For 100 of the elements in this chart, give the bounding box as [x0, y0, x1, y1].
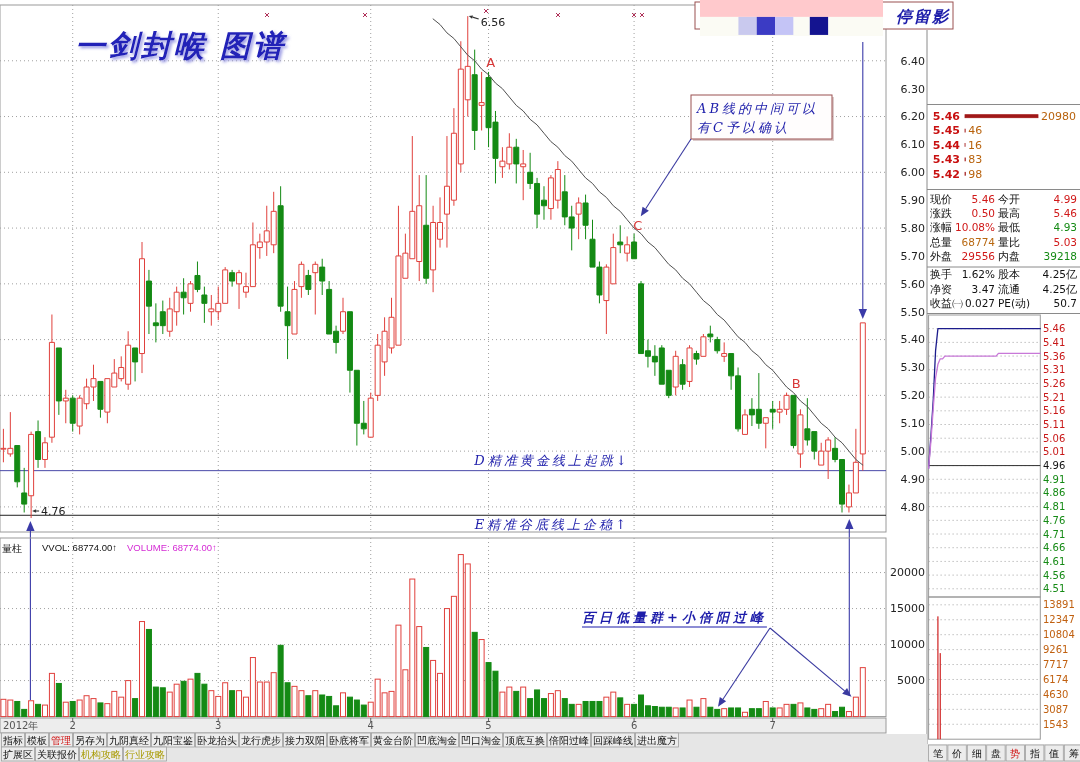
text: 4.93 — [1053, 221, 1077, 234]
text: 3.47 — [971, 282, 995, 295]
text: 39218 — [1043, 250, 1077, 263]
data-label: 98 — [968, 167, 983, 181]
candlestick — [582, 194, 589, 240]
candlestick — [284, 286, 291, 360]
bar — [471, 631, 478, 718]
candlestick — [55, 347, 62, 416]
candlestick — [236, 269, 243, 310]
y-tick-label: 5.46 — [1043, 323, 1066, 335]
text: 笔 — [932, 748, 943, 759]
bar — [423, 646, 430, 718]
candlestick — [62, 389, 69, 424]
candlestick — [180, 277, 187, 316]
candlestick — [367, 392, 374, 438]
bar — [790, 703, 797, 718]
data-label: 46 — [968, 124, 983, 138]
candlestick — [423, 174, 430, 285]
line-series — [432, 18, 864, 466]
candlestick — [700, 333, 707, 357]
text: 价 — [951, 748, 963, 759]
bar — [132, 698, 139, 718]
y-tick-label: 4.80 — [900, 500, 925, 514]
bar — [624, 703, 631, 718]
bar — [478, 639, 485, 718]
candlestick — [631, 233, 638, 260]
data-label: 20980 — [1041, 110, 1076, 124]
candlestick — [139, 241, 146, 374]
bar — [55, 682, 62, 718]
y-tick-label: 5.16 — [1043, 405, 1066, 417]
text: 收益㈠ — [930, 297, 963, 310]
annotation: A — [486, 55, 496, 71]
text: 68774 — [961, 235, 996, 248]
y-tick-label: 5.44 — [932, 138, 961, 152]
text: 最低 — [998, 221, 1020, 234]
text: 换手 — [930, 268, 952, 281]
candlestick — [312, 261, 319, 316]
text: 盘 — [990, 748, 1001, 759]
candlestick — [721, 341, 728, 363]
y-tick-label: 4.76 — [1043, 514, 1066, 526]
y-tick-label: 5.50 — [900, 305, 925, 319]
bar — [62, 701, 69, 718]
line-series — [927, 352, 1041, 469]
y-tick-label: 4.66 — [1043, 542, 1066, 554]
data-label: 16 — [968, 138, 983, 152]
text: 停留影 — [896, 7, 950, 26]
y-tick-label: 5.21 — [1043, 391, 1066, 403]
text: 0.50 — [971, 206, 995, 219]
text: 涨幅 — [930, 221, 952, 234]
y-tick-label: 5000 — [897, 674, 925, 688]
bar — [672, 707, 679, 718]
bar — [964, 114, 1039, 119]
candlestick — [35, 419, 42, 469]
candlestick — [693, 350, 700, 366]
annotation: AB线的中间可以有C予以确认 — [696, 101, 818, 135]
y-tick-label: 5.30 — [900, 361, 925, 375]
candlestick — [679, 358, 686, 391]
candlestick — [319, 258, 326, 296]
text: 筹 — [1068, 748, 1079, 759]
bar — [762, 700, 769, 718]
candlestick — [201, 286, 208, 324]
annotation: B — [791, 376, 801, 392]
candlestick — [14, 445, 21, 488]
y-tick-label: 6.30 — [900, 82, 925, 96]
y-tick-label: 4.96 — [1043, 460, 1066, 472]
y-tick-label: 5.26 — [1043, 377, 1066, 389]
bar — [520, 686, 527, 718]
text: 4.25亿 — [1042, 282, 1077, 295]
bar — [139, 621, 146, 718]
x-tick-label: 4 — [367, 720, 374, 731]
y-tick-label: 5.06 — [1043, 432, 1066, 444]
y-tick-label: 15000 — [890, 602, 925, 616]
y-tick-label: 6.20 — [900, 110, 925, 124]
candlestick — [672, 350, 679, 396]
bar — [693, 706, 700, 718]
y-tick-label: 6.10 — [900, 138, 925, 152]
y-tick-label: 6.40 — [900, 54, 925, 68]
ref-line-label: E精准谷底线上企稳↑ — [473, 517, 630, 533]
x-tick-label: 2 — [69, 720, 76, 731]
y-tick-label: 4.81 — [1043, 501, 1066, 513]
bar — [575, 703, 582, 718]
annotation: C — [633, 217, 643, 233]
candlestick — [132, 347, 139, 382]
candlestick — [520, 149, 527, 201]
candlestick — [298, 261, 305, 299]
y-tick-label: 5.10 — [900, 417, 925, 431]
text: 最高 — [998, 206, 1020, 219]
y-tick-label: 5.70 — [900, 249, 925, 263]
bar — [741, 711, 748, 718]
text: 现价 — [930, 192, 952, 205]
candlestick — [762, 417, 769, 449]
candlestick — [797, 408, 804, 469]
bar — [679, 707, 686, 718]
y-tick-label: 5.42 — [932, 167, 960, 181]
candlestick — [41, 436, 48, 469]
text: PE(动) — [998, 297, 1031, 310]
y-tick-label: 5.01 — [1043, 446, 1066, 458]
candlestick — [513, 138, 520, 184]
text: 值 — [1049, 748, 1060, 759]
ref-line-label: D精准黄金线上起跳↓ — [473, 452, 630, 468]
